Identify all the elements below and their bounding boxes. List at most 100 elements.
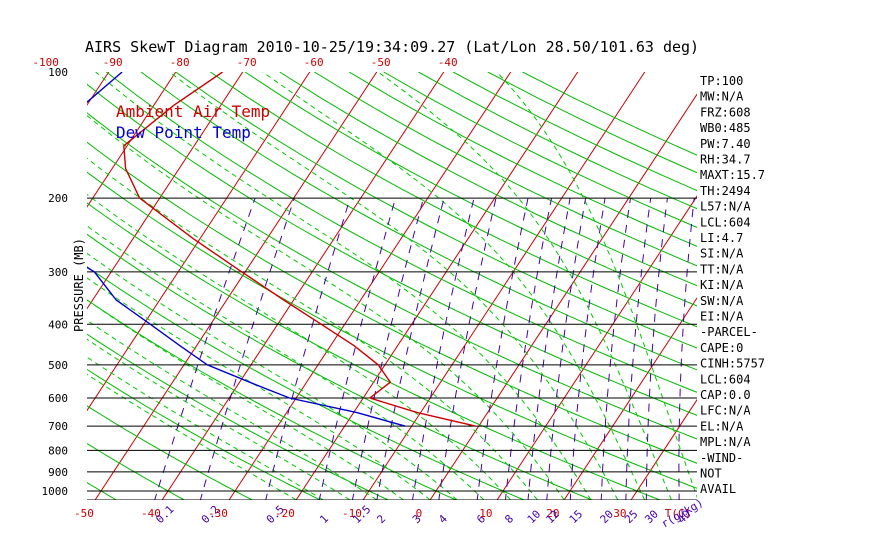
pressure-tick-label: 600 <box>48 392 68 405</box>
mixing-ratio-line <box>412 197 475 500</box>
stability-index-item: SW:N/A <box>700 294 744 308</box>
top-temp-tick-label: -60 <box>304 56 324 69</box>
mixing-ratio-line <box>476 197 529 500</box>
bottom-temp-tick-label: -50 <box>74 507 94 520</box>
moist-adiabat-line <box>87 157 538 500</box>
mixing-ratio-line <box>265 197 351 500</box>
top-temp-tick-label: -100 <box>32 56 59 69</box>
legend-dew-point-temp: Dew Point Temp <box>116 123 251 142</box>
isotherm-line <box>0 63 48 500</box>
sounding-profiles <box>87 72 476 427</box>
mixing-ratio-label: 30 <box>642 508 661 527</box>
stability-index-item: TH:2494 <box>700 184 751 198</box>
mixing-ratio-line <box>154 197 256 500</box>
moist-adiabat-line <box>87 193 511 500</box>
stability-index-item: TT:N/A <box>700 262 744 276</box>
bottom-temp-tick-label: 10 <box>479 507 492 520</box>
moist-adiabat-line <box>95 72 592 500</box>
background-lines <box>0 63 697 502</box>
pressure-tick-label: 800 <box>48 444 68 457</box>
bottom-temp-tick-label: 20 <box>546 507 559 520</box>
stability-index-item: EI:N/A <box>700 310 744 324</box>
isotherm-line <box>87 72 110 106</box>
stability-index-item: RH:34.7 <box>700 153 751 167</box>
mixing-ratio-line <box>569 198 606 500</box>
moist-adiabat-line <box>377 72 672 500</box>
mixing-ratio-line <box>645 198 668 500</box>
pressure-tick-label: 500 <box>48 359 68 372</box>
mixing-ratio-line <box>438 197 497 500</box>
top-temp-tick-label: -70 <box>237 56 257 69</box>
dry-adiabat-line <box>314 72 697 267</box>
isotherm-line <box>87 72 177 208</box>
dry-adiabat-line <box>244 72 697 307</box>
top-temp-tick-label: -80 <box>170 56 190 69</box>
dry-adiabat-line <box>279 72 697 287</box>
mixing-ratio-line <box>678 198 695 500</box>
isotherm-line <box>87 72 244 310</box>
stability-index-item: LI:4.7 <box>700 231 743 245</box>
isotherm-line <box>429 93 697 500</box>
isotherm-line <box>161 72 445 500</box>
mixing-ratio-label: 15 <box>567 508 586 527</box>
top-temp-tick-label: -40 <box>438 56 458 69</box>
stability-index-item: KI:N/A <box>700 278 744 292</box>
dry-adiabat-line <box>87 83 697 416</box>
bottom-temp-tick-label: -20 <box>275 507 295 520</box>
stability-index-item: LFC:N/A <box>700 404 751 418</box>
bottom-temp-tick-label: 30 <box>613 507 626 520</box>
mixing-ratio-line <box>625 198 652 500</box>
dry-adiabat-line <box>87 112 697 440</box>
stability-index-item: MAXT:15.7 <box>700 168 765 182</box>
y-axis-label: PRESSURE (MB) <box>72 238 86 332</box>
stability-index-item: FRZ:608 <box>700 105 751 119</box>
pressure-tick-label: 300 <box>48 266 68 279</box>
moist-adiabat-line <box>87 114 565 500</box>
isotherm-line <box>87 72 311 412</box>
mixing-ratio-line <box>376 197 445 500</box>
stability-index-item: EL:N/A <box>700 419 744 433</box>
legend-ambient-air-temp: Ambient Air Temp <box>116 102 270 121</box>
dry-adiabat-line <box>105 72 697 393</box>
mixing-ratio-line <box>351 197 424 500</box>
mixing-ratio-label: 10 <box>525 508 544 527</box>
stability-index-item: LCL:604 <box>700 372 751 386</box>
stability-index-item: CAP:0.0 <box>700 388 751 402</box>
dry-adiabat-line <box>175 72 697 349</box>
mixing-ratio-lines <box>154 197 695 500</box>
dew-point-temp-line <box>87 72 406 427</box>
stability-index-item: CINH:5757 <box>700 357 765 371</box>
isotherm-line <box>295 72 579 500</box>
legend: Ambient Air Temp Dew Point Temp <box>116 102 270 142</box>
bottom-temp-tick-label: -30 <box>208 507 228 520</box>
top-temp-tick-label: -50 <box>371 56 391 69</box>
moist-adiabat-line <box>496 72 697 499</box>
stability-index-item: L57:N/A <box>700 200 751 214</box>
dry-adiabat-line <box>348 72 697 247</box>
dry-adiabat-line <box>0 72 51 502</box>
mixing-ratio-line <box>504 198 552 500</box>
mixing-ratio-line <box>318 197 396 500</box>
pressure-tick-label: 700 <box>48 420 68 433</box>
pressure-tick-label: 1000 <box>42 485 69 498</box>
mixing-ratio-label: 1 <box>317 512 331 526</box>
pressure-tick-label: 100 <box>48 66 68 79</box>
isotherm-line <box>563 297 697 500</box>
moist-adiabat-line <box>87 338 351 500</box>
bottom-temp-tick-label: -40 <box>141 507 161 520</box>
stability-index-item: MW:N/A <box>700 90 744 104</box>
isotherm-line <box>362 72 646 500</box>
dry-adiabat-line <box>87 141 697 464</box>
dry-adiabat-line <box>87 202 662 500</box>
moist-adiabat-line <box>87 299 404 500</box>
stability-index-item: WB0:485 <box>700 121 751 135</box>
moist-adiabat-line <box>169 72 619 500</box>
moist-adiabat-line <box>87 373 297 500</box>
stability-index-item: TP:100 <box>700 74 743 88</box>
ambient-air-temp-line <box>123 72 476 427</box>
stability-index-item: LCL:604 <box>700 215 751 229</box>
mixing-ratio-line <box>199 197 295 500</box>
moist-adiabat-line <box>262 72 646 500</box>
